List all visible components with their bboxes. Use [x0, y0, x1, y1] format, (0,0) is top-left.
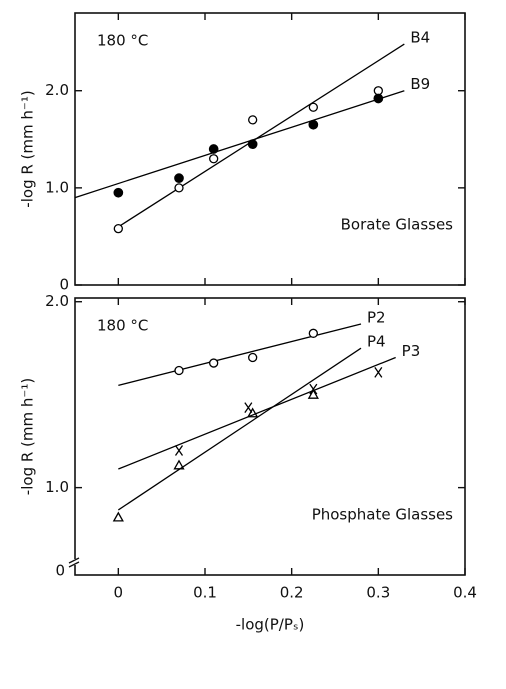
plot-frame [74, 297, 466, 576]
marker [174, 183, 184, 193]
marker [174, 173, 184, 183]
marker [307, 388, 319, 399]
axis-break [68, 557, 80, 568]
series-label: P3 [402, 342, 421, 360]
marker [374, 366, 383, 378]
x-tick-label: 0.1 [193, 584, 217, 602]
marker [248, 115, 258, 125]
y-tick-label: 1.0 [45, 178, 69, 196]
y-tick-label: 1.0 [45, 478, 69, 496]
y-tick-label: 0 [55, 562, 65, 580]
plot-frame [74, 12, 466, 286]
y-axis-label: -log R (mm h⁻¹) [19, 90, 37, 207]
annotation: 180 °C [97, 317, 148, 335]
series-label: P4 [367, 333, 386, 351]
marker [244, 402, 253, 414]
marker [112, 511, 124, 522]
marker [174, 445, 184, 456]
marker [208, 144, 219, 154]
series-label: P2 [367, 309, 386, 327]
group-label: Phosphate Glasses [312, 506, 453, 524]
marker [373, 93, 384, 104]
marker [113, 224, 123, 234]
fit-line [118, 323, 362, 387]
marker [247, 407, 259, 418]
marker [308, 328, 318, 338]
x-axis-label: -log(P/Pₛ) [236, 616, 305, 634]
marker [248, 352, 258, 363]
y-axis-label: -log R (mm h⁻¹) [19, 378, 37, 495]
series-label: B9 [410, 75, 430, 93]
x-tick-label: 0.4 [453, 584, 477, 602]
marker [209, 154, 219, 164]
marker [174, 365, 184, 376]
y-tick-label: 0 [59, 276, 69, 294]
marker [308, 119, 319, 130]
group-label: Borate Glasses [341, 216, 454, 234]
x-tick-label: 0 [114, 584, 124, 602]
fit-line [117, 347, 362, 511]
marker [373, 86, 383, 96]
x-tick-label: 0.3 [366, 584, 390, 602]
annotation: 180 °C [97, 32, 148, 50]
marker [209, 358, 219, 368]
y-tick-label: 2.0 [45, 292, 69, 310]
marker [173, 459, 185, 470]
marker [247, 139, 258, 149]
x-tick-label: 0.2 [280, 584, 304, 602]
fit-line [113, 43, 405, 231]
fit-line [74, 90, 405, 199]
marker [309, 383, 318, 395]
marker [113, 187, 124, 198]
axis-break-gap [72, 559, 78, 565]
series-label: B4 [410, 29, 430, 47]
marker [308, 102, 318, 112]
y-tick-label: 2.0 [45, 81, 69, 99]
fit-line [118, 356, 396, 470]
